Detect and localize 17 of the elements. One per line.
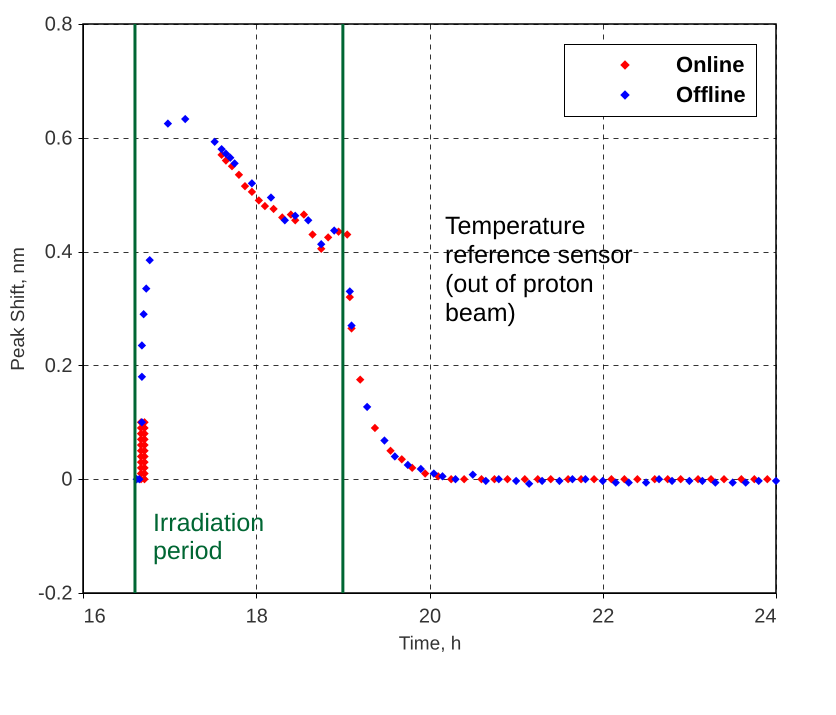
x-tick-label: 18 <box>246 606 268 628</box>
x-axis-title: Time, h <box>398 634 462 654</box>
x-tick-label: 22 <box>592 606 614 628</box>
y-tick-label: 0.2 <box>44 354 72 377</box>
x-tick-label: 20 <box>418 606 442 628</box>
y-tick-label: 0.6 <box>44 127 72 150</box>
legend-label: Offline <box>676 82 746 107</box>
y-axis-title: Peak Shift, nm <box>8 247 30 371</box>
y-tick-label: 0 <box>61 468 72 491</box>
ref-line-label: Irradiation period <box>152 509 264 565</box>
y-tick-label: -0.2 <box>38 582 72 604</box>
y-tick-label: 0.4 <box>44 241 72 264</box>
x-tick-label: 24 <box>754 606 776 628</box>
annotation: Temperature reference sensor (out of proton beam) <box>445 212 633 327</box>
x-tick-label: 16 <box>84 606 106 628</box>
y-tick-label: 0.8 <box>44 14 72 36</box>
legend-label: Online <box>676 52 744 77</box>
